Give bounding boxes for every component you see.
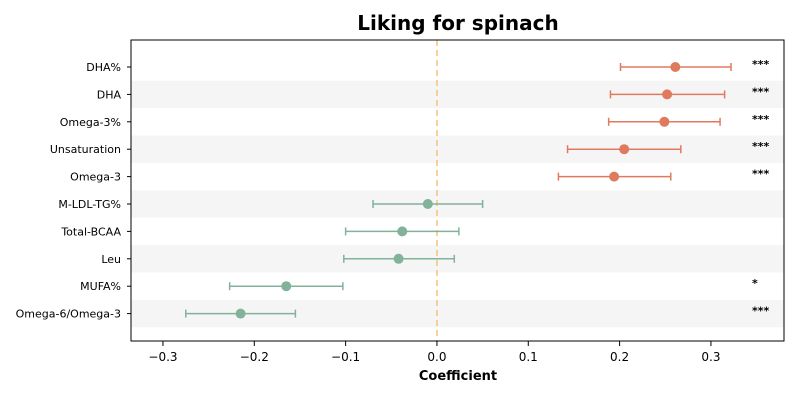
point-estimate [619, 144, 630, 155]
y-tick-label: Omega-6/Omega-3 [16, 308, 121, 321]
x-tick-label: −0.2 [240, 350, 269, 364]
point-estimate [397, 226, 408, 237]
y-tick-label: Omega-3 [70, 171, 121, 184]
x-tick-label: 0.3 [701, 350, 720, 364]
x-axis-label: Coefficient [419, 369, 497, 384]
x-axis-ticks: −0.3 −0.2 −0.1 0.0 0.1 0.2 0.3 [148, 341, 720, 364]
x-tick-label: 0.2 [610, 350, 629, 364]
row-band [131, 135, 784, 163]
significance-label: *** [752, 140, 770, 153]
significance-labels: ******************* [752, 58, 770, 318]
coefficient-row [344, 226, 460, 237]
significance-label: *** [752, 113, 770, 126]
significance-label: *** [752, 85, 770, 98]
point-estimate [662, 89, 673, 100]
coefficient-row [619, 62, 732, 72]
coefficient-row [607, 116, 721, 127]
point-estimate [609, 171, 620, 182]
point-estimate [393, 253, 404, 264]
y-tick-label: DHA% [86, 61, 121, 74]
coefficient-row [228, 281, 344, 292]
row-band [131, 245, 784, 273]
significance-label: *** [752, 305, 770, 318]
x-tick-label: −0.3 [148, 350, 177, 364]
y-tick-label: Total-BCAA [60, 225, 121, 238]
coefficient-row [566, 144, 682, 155]
coefficient-row [372, 199, 484, 209]
y-tick-label: Unsaturation [50, 143, 121, 156]
significance-label: *** [752, 168, 770, 181]
significance-label: *** [752, 58, 770, 71]
point-estimate [281, 281, 292, 292]
y-tick-label: Leu [101, 253, 121, 266]
x-tick-label: −0.1 [331, 350, 360, 364]
coefficient-row [609, 89, 726, 100]
y-tick-label: Omega-3% [60, 116, 121, 129]
coefficient-row [185, 308, 297, 319]
x-tick-label: 0.0 [427, 350, 446, 364]
y-tick-label: M-LDL-TG% [58, 198, 121, 211]
y-tick-label: DHA [97, 88, 122, 101]
x-tick-label: 0.1 [519, 350, 538, 364]
significance-label: * [752, 277, 758, 290]
coefficient-row [557, 171, 672, 182]
plot-frame [130, 39, 785, 342]
point-estimate [670, 62, 681, 72]
y-tick-label: MUFA% [80, 280, 121, 293]
chart-title: Liking for spinach [357, 11, 558, 35]
coefficient-marks [185, 62, 732, 319]
coefficient-row [343, 253, 456, 264]
y-tick-labels: DHA% DHA Omega-3% Unsaturation Omega-3 M-LDL-… [16, 61, 131, 321]
point-estimate [659, 116, 670, 127]
point-estimate [235, 308, 246, 319]
point-estimate [422, 199, 433, 209]
